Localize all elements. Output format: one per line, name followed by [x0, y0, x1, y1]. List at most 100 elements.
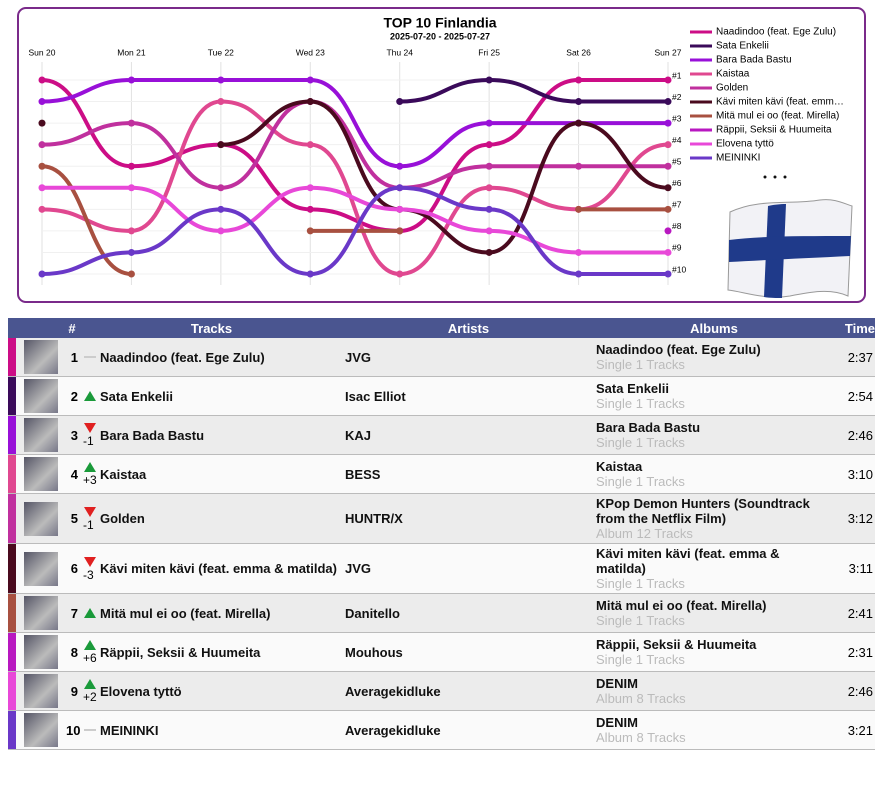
track-time: 2:46: [834, 671, 876, 711]
legend-label: Mitä mul ei oo (feat. Mirella): [716, 111, 839, 122]
track-time: 2:54: [834, 376, 876, 416]
rank-line: [40, 77, 670, 169]
chart: TOP 10 Finlandia 2025-07-20 - 2025-07-27…: [17, 7, 866, 303]
trend-icon: [84, 608, 96, 618]
x-tick-label: Mon 21: [117, 47, 146, 57]
album-info: Album 8 Tracks: [596, 691, 686, 706]
legend-label: MEININKI: [716, 153, 760, 164]
rank-change: -1: [83, 434, 94, 448]
artist-name: JVG: [343, 543, 595, 594]
rank-point: [575, 76, 583, 84]
album-info: Single 1 Tracks: [596, 652, 685, 667]
thumb-cell: [16, 454, 64, 494]
track-row: 9 +2 Elovena tyttö Averagekidluke DENIM Album…: [8, 671, 876, 711]
rank-point: [127, 76, 135, 84]
rank-change: +2: [83, 690, 97, 704]
rank-point: [664, 76, 672, 84]
col-header: Time: [834, 318, 876, 338]
track-name: Sata Enkelii: [98, 376, 344, 416]
album-name: Sata Enkelii: [596, 381, 669, 396]
legend-label: Elovena tyttö: [716, 139, 774, 150]
trend-icon: [84, 679, 96, 689]
rank-point: [664, 162, 672, 170]
thumb-cell: [16, 593, 64, 633]
thumb-cell: [16, 632, 64, 672]
track-name: Kaistaa: [98, 454, 344, 494]
track-name: Elovena tyttö: [98, 671, 344, 711]
trend-icon: [84, 391, 96, 401]
track-name: Kävi miten kävi (feat. emma & matilda): [98, 543, 344, 594]
track-row: 2 Sata Enkelii Isac Elliot Sata Enkelii Sing…: [8, 376, 876, 416]
trend-up: [84, 640, 96, 650]
row-color-bar: [8, 593, 16, 633]
album-info: Album 8 Tracks: [596, 730, 686, 745]
rank-point: [396, 162, 404, 170]
artist-name: Danitello: [343, 593, 595, 633]
table-header: # Tracks Artists Albums Time: [8, 318, 876, 338]
artist-name: HUNTR/X: [343, 493, 595, 544]
album-cell: Naadindoo (feat. Ege Zulu) Single 1 Track…: [594, 338, 835, 377]
rank: 7: [64, 593, 80, 633]
track-time: 3:11: [834, 543, 876, 594]
trend-icon: [84, 462, 96, 472]
thumb-cell: [16, 710, 64, 750]
thumb-cell: [16, 338, 64, 377]
rank-line: [40, 164, 134, 276]
album-cell: Räppii, Seksii & Huumeita Single 1 Tracks: [594, 632, 835, 672]
trend-icon: [84, 356, 96, 358]
rank-point: [575, 270, 583, 278]
album-cell: Bara Bada Bastu Single 1 Tracks: [594, 415, 835, 455]
more-indicator: [763, 175, 787, 179]
album-cell: Kävi miten kävi (feat. emma & matilda) Si…: [594, 543, 835, 594]
thumb-cell: [16, 376, 64, 416]
trend-cell: [80, 376, 98, 416]
trend-up: [84, 679, 96, 689]
album-name: Kävi miten kävi (feat. emma & matilda): [596, 546, 780, 576]
rank-point: [127, 270, 135, 278]
album-thumbnail: [24, 379, 58, 413]
track-row: 6 -3 Kävi miten kävi (feat. emma & matilda…: [8, 543, 876, 594]
legend-label: Golden: [716, 83, 748, 94]
trend-icon: [84, 640, 96, 650]
rank-point: [664, 205, 672, 213]
track-row: 3 -1 Bara Bada Bastu KAJ Bara Bada Bastu Sing…: [8, 415, 876, 455]
y-tick-label: #2: [672, 92, 682, 102]
rank-point: [217, 98, 225, 106]
trend-cell: -3: [80, 543, 98, 594]
rank-point: [485, 76, 493, 84]
y-tick-label: #3: [672, 113, 682, 123]
rank-point: [485, 119, 493, 127]
rank-point: [306, 184, 314, 192]
rank-point: [396, 98, 404, 106]
rank-change: +3: [83, 473, 97, 487]
trend-cell: -1: [80, 493, 98, 544]
album-cell: KPop Demon Hunters (Soundtrack from the …: [594, 493, 835, 544]
row-color-bar: [8, 632, 16, 672]
chart-title: TOP 10 Finlandia: [383, 15, 496, 31]
y-tick-label: #8: [672, 221, 682, 231]
trend-cell: +3: [80, 454, 98, 494]
rank-point: [127, 162, 135, 170]
rank-point: [485, 205, 493, 213]
track-name: Golden: [98, 493, 344, 544]
x-tick-label: Sun 27: [655, 47, 682, 57]
album-thumbnail: [24, 551, 58, 586]
album-info: Single 1 Tracks: [596, 435, 685, 450]
rank-point: [575, 98, 583, 106]
rank-change: -1: [83, 517, 94, 532]
track-row: 8 +6 Räppii, Seksii & Huumeita Mouhous Räppi…: [8, 632, 876, 672]
rank-line: [40, 99, 670, 277]
rank: 3: [64, 415, 80, 455]
row-color-bar: [8, 338, 16, 377]
album-name: DENIM: [596, 676, 638, 691]
legend-label: Bara Bada Bastu: [716, 55, 792, 66]
album-thumbnail: [24, 674, 58, 708]
album-cell: DENIM Album 8 Tracks: [594, 671, 835, 711]
x-tick-label: Tue 22: [208, 47, 234, 57]
col-header: Tracks: [80, 318, 344, 338]
rank-point: [38, 76, 46, 84]
x-tick-label: Wed 23: [296, 47, 325, 57]
x-tick-label: Thu 24: [386, 47, 413, 57]
legend-label: Räppii, Seksii & Huumeita: [716, 125, 832, 136]
track-time: 2:31: [834, 632, 876, 672]
